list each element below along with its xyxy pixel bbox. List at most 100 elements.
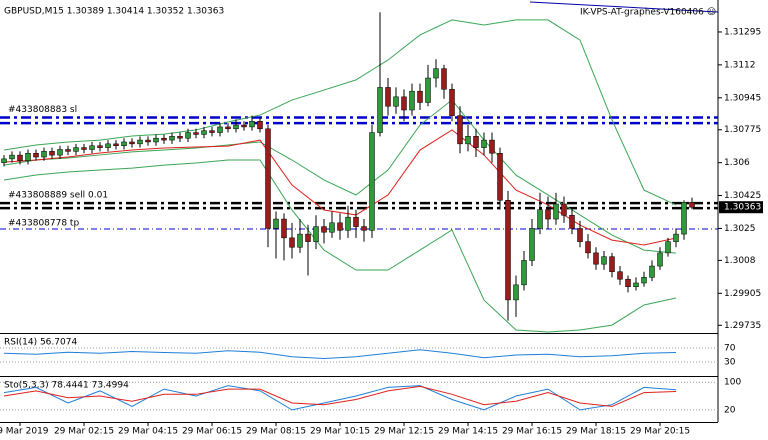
candle-body — [129, 141, 135, 145]
candle-body — [417, 90, 423, 103]
indicator-line — [3, 19, 677, 206]
candle-body — [137, 139, 143, 145]
candle-body — [521, 260, 527, 286]
candle-body — [385, 87, 391, 107]
candle-body — [665, 241, 671, 254]
candle-body — [577, 228, 583, 242]
signature: IK-VPS-AT-graphes-V160406 ☺ — [580, 7, 716, 18]
candle-body — [585, 241, 591, 254]
candle-body — [625, 278, 631, 287]
candle-body — [121, 141, 127, 146]
candle-body — [601, 256, 607, 265]
x-tick-label: 29 Mar 12:15 — [374, 427, 434, 437]
candle-body — [233, 124, 239, 130]
candle-body — [265, 128, 271, 229]
candle-body — [217, 126, 223, 133]
candle-body — [33, 152, 39, 158]
order-label: #433808778 tp — [8, 219, 79, 229]
y-tick-label: 1.29905 — [724, 289, 761, 299]
candle-body — [529, 228, 535, 261]
candle-body — [161, 137, 167, 141]
rsi-line — [3, 349, 677, 360]
chart-title: GBPUSD,M15 1.30389 1.30414 1.30352 1.303… — [4, 7, 224, 17]
candle-body — [297, 233, 303, 248]
candle-body — [649, 265, 655, 278]
candle-body — [377, 87, 383, 133]
candle-body — [681, 202, 687, 235]
x-tick-label: 29 Mar 10:15 — [310, 427, 370, 437]
candle-body — [81, 147, 87, 150]
y-tick-label: 1.30775 — [724, 125, 761, 135]
candle-body — [105, 143, 111, 148]
candle-body — [473, 136, 479, 148]
candle-body — [41, 151, 47, 158]
x-tick-label: 29 Mar 18:15 — [566, 427, 626, 437]
candle-body — [465, 136, 471, 145]
candle-body — [433, 68, 439, 79]
candle-body — [441, 68, 447, 90]
y-tick-label: 70 — [724, 344, 736, 354]
order-label: #433808883 sl — [8, 105, 77, 115]
candle-body — [497, 152, 503, 201]
candle-body — [113, 143, 119, 146]
candle-body — [249, 121, 255, 128]
candle-body — [321, 226, 327, 233]
indicator-line — [3, 159, 677, 333]
y-tick-label: 20 — [724, 405, 736, 415]
order-label: #433808889 sell 0.01 — [8, 191, 108, 201]
candle-body — [257, 121, 263, 130]
candle-body — [177, 136, 183, 139]
candle-body — [201, 130, 207, 135]
candle-body — [57, 149, 63, 156]
candle-body — [209, 130, 215, 133]
candle-body — [9, 154, 15, 160]
candle-body — [425, 77, 431, 103]
x-tick-label: 29 Mar 04:15 — [118, 427, 178, 437]
x-tick-label: 29 Mar 06:15 — [182, 427, 242, 437]
price-box-label: 1.30363 — [724, 203, 761, 213]
trend-line — [529, 1, 719, 13]
y-tick-label: 1.3112 — [724, 60, 756, 70]
candle-body — [225, 126, 231, 130]
y-tick-label: 1.30425 — [724, 191, 761, 201]
candle-body — [145, 139, 151, 143]
candle-body — [169, 136, 175, 141]
candle-body — [673, 233, 679, 242]
candle-body — [353, 216, 359, 227]
x-tick-label: 29 Mar 14:15 — [438, 427, 498, 437]
price-box — [719, 201, 763, 214]
y-tick-label: 1.3008 — [724, 256, 756, 266]
stoch-title: Sto(5,3,3) 78.4441 73.4994 — [4, 381, 129, 391]
candle-body — [393, 96, 399, 107]
candle-body — [457, 115, 463, 145]
candle-body — [481, 139, 487, 148]
candle-body — [25, 152, 31, 162]
candle-body — [361, 226, 367, 231]
candle-body — [513, 284, 519, 301]
x-tick-label: 29 Mar 16:15 — [502, 427, 562, 437]
candle-body — [185, 132, 191, 139]
candle-body — [289, 237, 295, 248]
candle-body — [329, 222, 335, 233]
y-tick-label: 30 — [724, 358, 736, 368]
y-tick-label: 1.3025 — [724, 224, 756, 234]
candle-body — [505, 200, 511, 301]
candle-body — [273, 218, 279, 229]
x-tick-label: 29 Mar 02:15 — [54, 427, 114, 437]
candle-body — [545, 209, 551, 220]
candle-body — [609, 256, 615, 272]
candle-body — [593, 252, 599, 265]
x-tick-label: 29 Mar 20:15 — [630, 427, 690, 437]
candle-body — [369, 132, 375, 231]
candle-body — [305, 233, 311, 242]
candle-body — [569, 215, 575, 229]
candle-body — [553, 203, 559, 220]
x-tick-label: 29 Mar 08:15 — [246, 427, 306, 437]
y-tick-label: 1.306 — [724, 158, 750, 168]
candle-body — [17, 154, 23, 162]
candle-body — [489, 139, 495, 154]
candle-body — [1, 158, 7, 163]
candle-body — [449, 89, 455, 116]
